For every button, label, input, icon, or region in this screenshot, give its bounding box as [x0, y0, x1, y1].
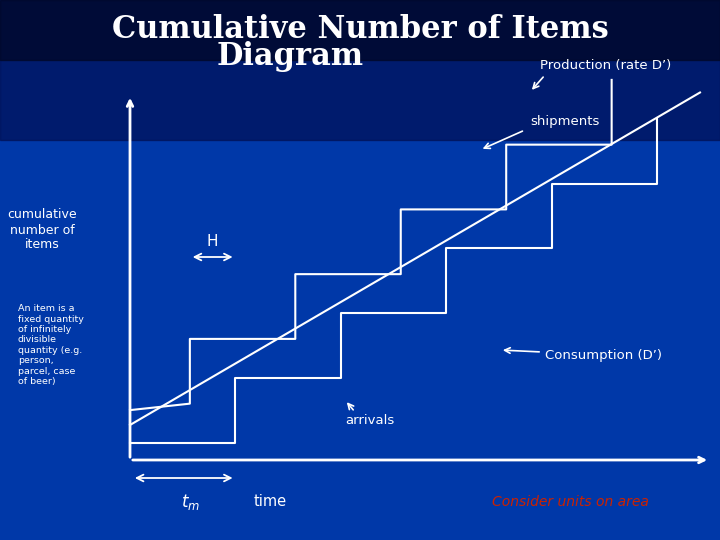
Text: $t_m$: $t_m$ — [181, 492, 200, 512]
Text: cumulative
number of
items: cumulative number of items — [7, 208, 77, 252]
Text: An item is a
fixed quantity
of infinitely
divisible
quantity (e.g.
person,
parce: An item is a fixed quantity of infinitel… — [18, 304, 84, 386]
Text: Consider units on area: Consider units on area — [492, 495, 649, 509]
Text: time: time — [253, 495, 287, 510]
Text: H: H — [207, 234, 218, 249]
Bar — [0, 0, 720, 140]
Text: arrivals: arrivals — [346, 414, 395, 427]
Text: Diagram: Diagram — [217, 42, 364, 72]
Text: Production (rate D’): Production (rate D’) — [540, 58, 671, 71]
Text: Consumption (D’): Consumption (D’) — [545, 348, 662, 361]
Text: shipments: shipments — [530, 116, 599, 129]
Text: Cumulative Number of Items: Cumulative Number of Items — [112, 15, 608, 45]
Bar — [0, 0, 720, 60]
